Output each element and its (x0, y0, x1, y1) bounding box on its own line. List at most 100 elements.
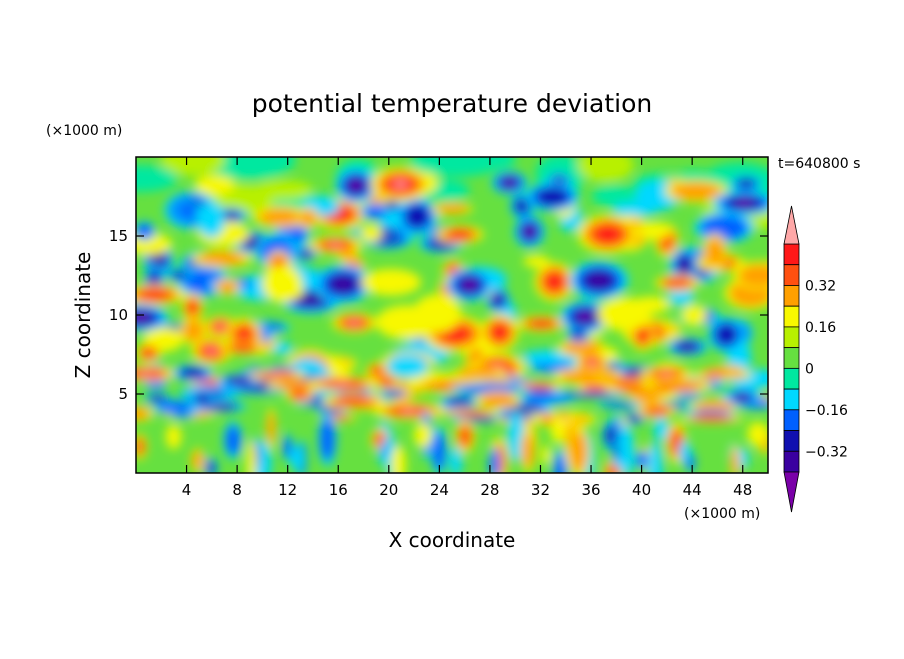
x-tick-label: 12 (278, 481, 297, 499)
contour-blob (679, 343, 696, 351)
contour-blob (577, 157, 634, 183)
colorbar-band (783, 388, 800, 411)
contour-blob (536, 187, 569, 206)
contour-blob (197, 251, 246, 266)
contour-blob (581, 394, 597, 396)
contour-blob (678, 257, 690, 272)
contour-blob (136, 165, 178, 192)
contour-blob (523, 382, 554, 389)
contour-blob (207, 461, 215, 473)
contour-blob (505, 180, 514, 186)
contour-blob (261, 264, 303, 303)
contour-blob (600, 402, 642, 409)
colorbar-band (783, 326, 800, 349)
contour-blob (521, 432, 534, 469)
contour-blob (526, 228, 533, 235)
contour-blob (234, 379, 244, 383)
contour-blob (737, 178, 756, 189)
contour-blob (747, 421, 768, 447)
contour-blob (385, 390, 402, 397)
contour-blob (705, 237, 725, 267)
x-tick-label: 4 (182, 481, 192, 499)
x-tick-label: 20 (379, 481, 398, 499)
contour-blob (634, 393, 663, 404)
contour-blob (738, 264, 768, 287)
contour-blob (136, 407, 151, 420)
y-axis-label: Z coordinate (71, 252, 95, 379)
contour-blob (171, 270, 187, 280)
contour-blob (663, 277, 691, 289)
x-tick-label: 32 (531, 481, 550, 499)
y-axis: 5 10 15 (109, 227, 768, 403)
contour-blob (349, 320, 359, 325)
colorbar-band (783, 367, 800, 390)
contour-blob (571, 330, 586, 340)
contour-blob (569, 431, 588, 473)
contour-blob (588, 360, 595, 367)
contour-blob (217, 324, 224, 329)
contour-blob (165, 424, 182, 450)
colorbar: 0.32 0.16 0 −0.16 −0.32 (783, 205, 848, 513)
contour-blob (492, 325, 508, 340)
contour-blob (580, 313, 591, 321)
contour-blob (194, 174, 235, 196)
colorbar-label: −0.32 (805, 444, 848, 460)
contour-blob (479, 393, 516, 408)
contour-blob (447, 397, 472, 406)
contour-blob (541, 445, 551, 466)
contour-blob (739, 395, 746, 400)
contour-blob (351, 182, 361, 190)
chart-title: potential temperature deviation (252, 89, 652, 118)
colorbar-band (783, 285, 800, 307)
contour-blob (138, 371, 152, 376)
contour-blob (136, 438, 145, 455)
colorbar-bottom-arrow (783, 471, 800, 513)
contour-blob (152, 253, 165, 267)
contour-blob (636, 452, 649, 469)
contour-blob (644, 406, 669, 416)
contour-blob (677, 393, 701, 399)
contour-blob (489, 450, 499, 473)
contour-blob (553, 453, 567, 473)
contour-blob (330, 243, 341, 247)
contour-blob (700, 215, 749, 241)
contour-blob (493, 295, 503, 305)
contour-blob (661, 372, 672, 375)
contour-blob (413, 294, 462, 333)
contour-blob (618, 424, 634, 473)
contour-blob (334, 417, 342, 419)
contour-blob (180, 367, 206, 379)
contour-blob (319, 417, 335, 461)
contour-blob (637, 328, 648, 342)
contour-blob (653, 416, 669, 442)
contour-blob (456, 157, 517, 171)
contour-blob (550, 413, 565, 444)
contour-blob (402, 409, 417, 413)
contour-blob (298, 293, 324, 305)
plot-area (136, 157, 768, 473)
contour-blob (293, 391, 305, 398)
contour-blob (196, 202, 226, 238)
contour-blob (712, 372, 720, 375)
contour-blob (331, 276, 355, 292)
contour-blob (456, 411, 481, 415)
contour-blob (349, 389, 358, 394)
contour-blob (143, 349, 154, 357)
contour-blob (201, 379, 217, 387)
contour-blob (562, 340, 602, 356)
y-tick-label: 5 (118, 385, 128, 403)
contour-blob (613, 382, 641, 388)
contour-blob (663, 384, 692, 389)
contour-blob (246, 439, 256, 473)
x-tick-label: 24 (430, 481, 449, 499)
contour-blob (336, 381, 351, 385)
contour-blob (324, 408, 338, 413)
contour-blob (523, 255, 550, 268)
contour-blob (258, 208, 303, 226)
contour-blob (360, 224, 382, 243)
contour-blob (302, 252, 308, 256)
contour-blob (587, 272, 611, 289)
x-tick-label: 16 (329, 481, 348, 499)
contour-blob (271, 374, 283, 377)
